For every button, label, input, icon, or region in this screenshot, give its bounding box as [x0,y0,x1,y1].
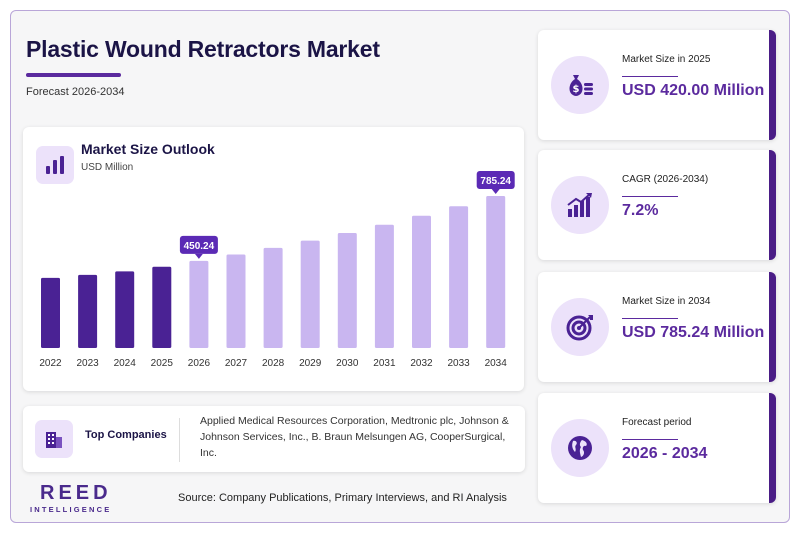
svg-text:$: $ [573,84,580,95]
stat-label: CAGR (2026-2034) [622,174,709,185]
target-icon [551,298,609,356]
callout-2034: 785.24 [476,171,515,194]
stat-card-forecast-period: Forecast period 2026 - 2034 [538,393,776,503]
companies-card: Top Companies Applied Medical Resources … [23,406,525,472]
stat-label: Market Size in 2034 [622,296,711,307]
bar-2030 [337,233,357,348]
x-tick-label: 2022 [39,358,62,369]
x-tick-label: 2025 [151,358,174,369]
x-tick-label: 2030 [336,358,359,369]
x-tick-label: 2026 [188,358,211,369]
stat-value: 2026 - 2034 [622,445,708,462]
logo-wordmark: REED [40,482,112,504]
callout-2026: 450.24 [179,235,218,259]
stat-label: Market Size in 2025 [622,54,711,65]
x-tick-label: 2034 [485,358,508,369]
x-tick-label: 2027 [225,358,248,369]
stat-value: 7.2% [622,202,659,219]
bar-2032 [412,215,431,348]
bar-chart: 2022 2023 2024 2025 2026 2027 2028 2029 2030 2031… [39,171,515,369]
chart-unit: USD Million [81,162,134,173]
companies-label: Top Companies [85,429,167,441]
x-tick-label: 2032 [410,358,433,369]
bar-2026 [189,260,209,348]
stat-card-market-2034: Market Size in 2034 USD 785.24 Million [538,272,776,382]
building-icon [35,420,73,458]
stat-card-cagr: CAGR (2026-2034) 7.2% [538,150,776,260]
money-bag-icon: $ [551,56,609,114]
x-tick-label: 2031 [373,358,396,369]
bar-2028 [263,247,283,348]
page-subtitle: Forecast 2026-2034 [26,86,125,98]
bar-2034 [486,196,506,348]
x-tick-label: 2024 [114,358,137,369]
bar-2025 [152,266,172,348]
chart-title: Market Size Outlook [81,141,215,157]
bar-2023 [78,274,98,348]
callout-label: 785.24 [480,176,511,187]
bar-2029 [300,240,320,348]
divider [179,418,180,462]
logo-subtext: INTELLIGENCE [30,505,112,514]
source-note: Source: Company Publications, Primary In… [178,492,507,504]
bar-2024 [115,271,135,348]
page-title: Plastic Wound Retractors Market [26,36,380,62]
growth-chart-icon [551,176,609,234]
x-tick-label: 2023 [76,358,99,369]
bar-chart-icon [36,146,74,184]
bar-2022 [41,277,60,348]
x-tick-label: 2028 [262,358,285,369]
x-tick-label: 2029 [299,358,322,369]
stat-rule [622,318,678,319]
stat-label: Forecast period [622,417,692,428]
bar-2027 [226,254,246,348]
x-tick-label: 2033 [447,358,470,369]
callout-label: 450.24 [184,241,215,252]
stat-rule [622,76,678,77]
stat-rule [622,196,678,197]
stat-rule [622,439,678,440]
stat-value: USD 785.24 Million [622,324,765,341]
stat-card-market-2025: $ Market Size in 2025 USD 420.00 Million [538,30,776,140]
globe-icon [551,419,609,477]
title-underline [26,73,121,77]
bar-2031 [374,224,394,348]
companies-list: Applied Medical Resources Corporation, M… [200,415,509,459]
chart-card: Market Size Outlook USD Million 2022 2023… [23,127,524,391]
stat-value: USD 420.00 Million [622,82,765,99]
bar-2033 [449,206,469,348]
